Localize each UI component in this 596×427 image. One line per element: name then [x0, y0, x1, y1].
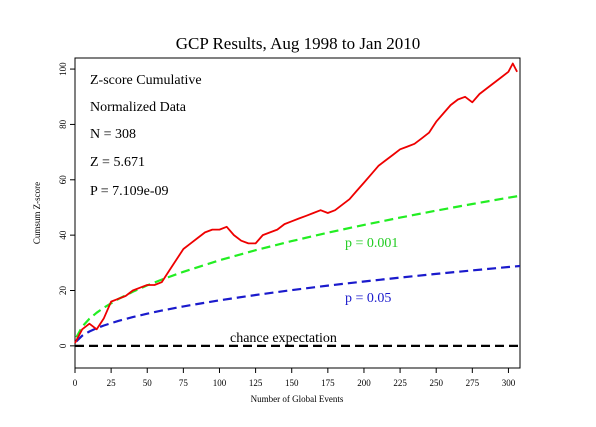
- y-tick-label-2: 40: [58, 230, 68, 240]
- y-tick-label-3: 60: [58, 175, 68, 185]
- series-line-2: [75, 264, 521, 343]
- y-tick-label-5: 100: [58, 62, 68, 76]
- x-tick-label-8: 200: [357, 378, 371, 388]
- y-tick-label-0: 0: [58, 343, 68, 348]
- stat-line-3: N = 308: [90, 127, 136, 142]
- stat-line-1: Z-score Cumulative: [90, 73, 202, 88]
- x-tick-label-3: 75: [179, 378, 189, 388]
- series-line-1: [75, 194, 521, 338]
- y-axis-label: Cumsum Z-score: [32, 182, 42, 244]
- x-tick-label-4: 100: [213, 378, 227, 388]
- stats-block: Z-score Cumulative Normalized Data N = 3…: [90, 73, 202, 199]
- x-tick-label-0: 0: [73, 378, 78, 388]
- x-tick-label-6: 150: [285, 378, 299, 388]
- x-tick-label-10: 250: [429, 378, 443, 388]
- label-p-005: p = 0.05: [345, 291, 391, 306]
- label-chance-expectation: chance expectation: [230, 331, 337, 346]
- series-line-0: [74, 62, 518, 344]
- ticks-layer: 0 25 50 75 100 125 150 175 200 225 250 275 300 0 20 40 6…: [58, 62, 516, 388]
- y-tick-label-1: 20: [58, 286, 68, 296]
- x-tick-label-9: 225: [393, 378, 407, 388]
- x-tick-label-2: 50: [143, 378, 153, 388]
- y-tick-label-4: 80: [58, 119, 68, 129]
- x-tick-label-5: 125: [249, 378, 263, 388]
- plot-frame: [74, 57, 521, 369]
- label-p-0001: p = 0.001: [345, 236, 398, 251]
- x-axis-label: Number of Global Events: [251, 394, 344, 404]
- x-tick-label-11: 275: [466, 378, 480, 388]
- x-tick-label-1: 25: [107, 378, 117, 388]
- series-layer: [74, 62, 521, 347]
- stat-line-4: Z = 5.671: [90, 155, 145, 170]
- chart-title: GCP Results, Aug 1998 to Jan 2010: [176, 34, 420, 53]
- stat-line-5: P = 7.109e-09: [90, 184, 169, 199]
- x-tick-label-12: 300: [502, 378, 516, 388]
- x-tick-label-7: 175: [321, 378, 335, 388]
- stat-line-2: Normalized Data: [90, 100, 187, 115]
